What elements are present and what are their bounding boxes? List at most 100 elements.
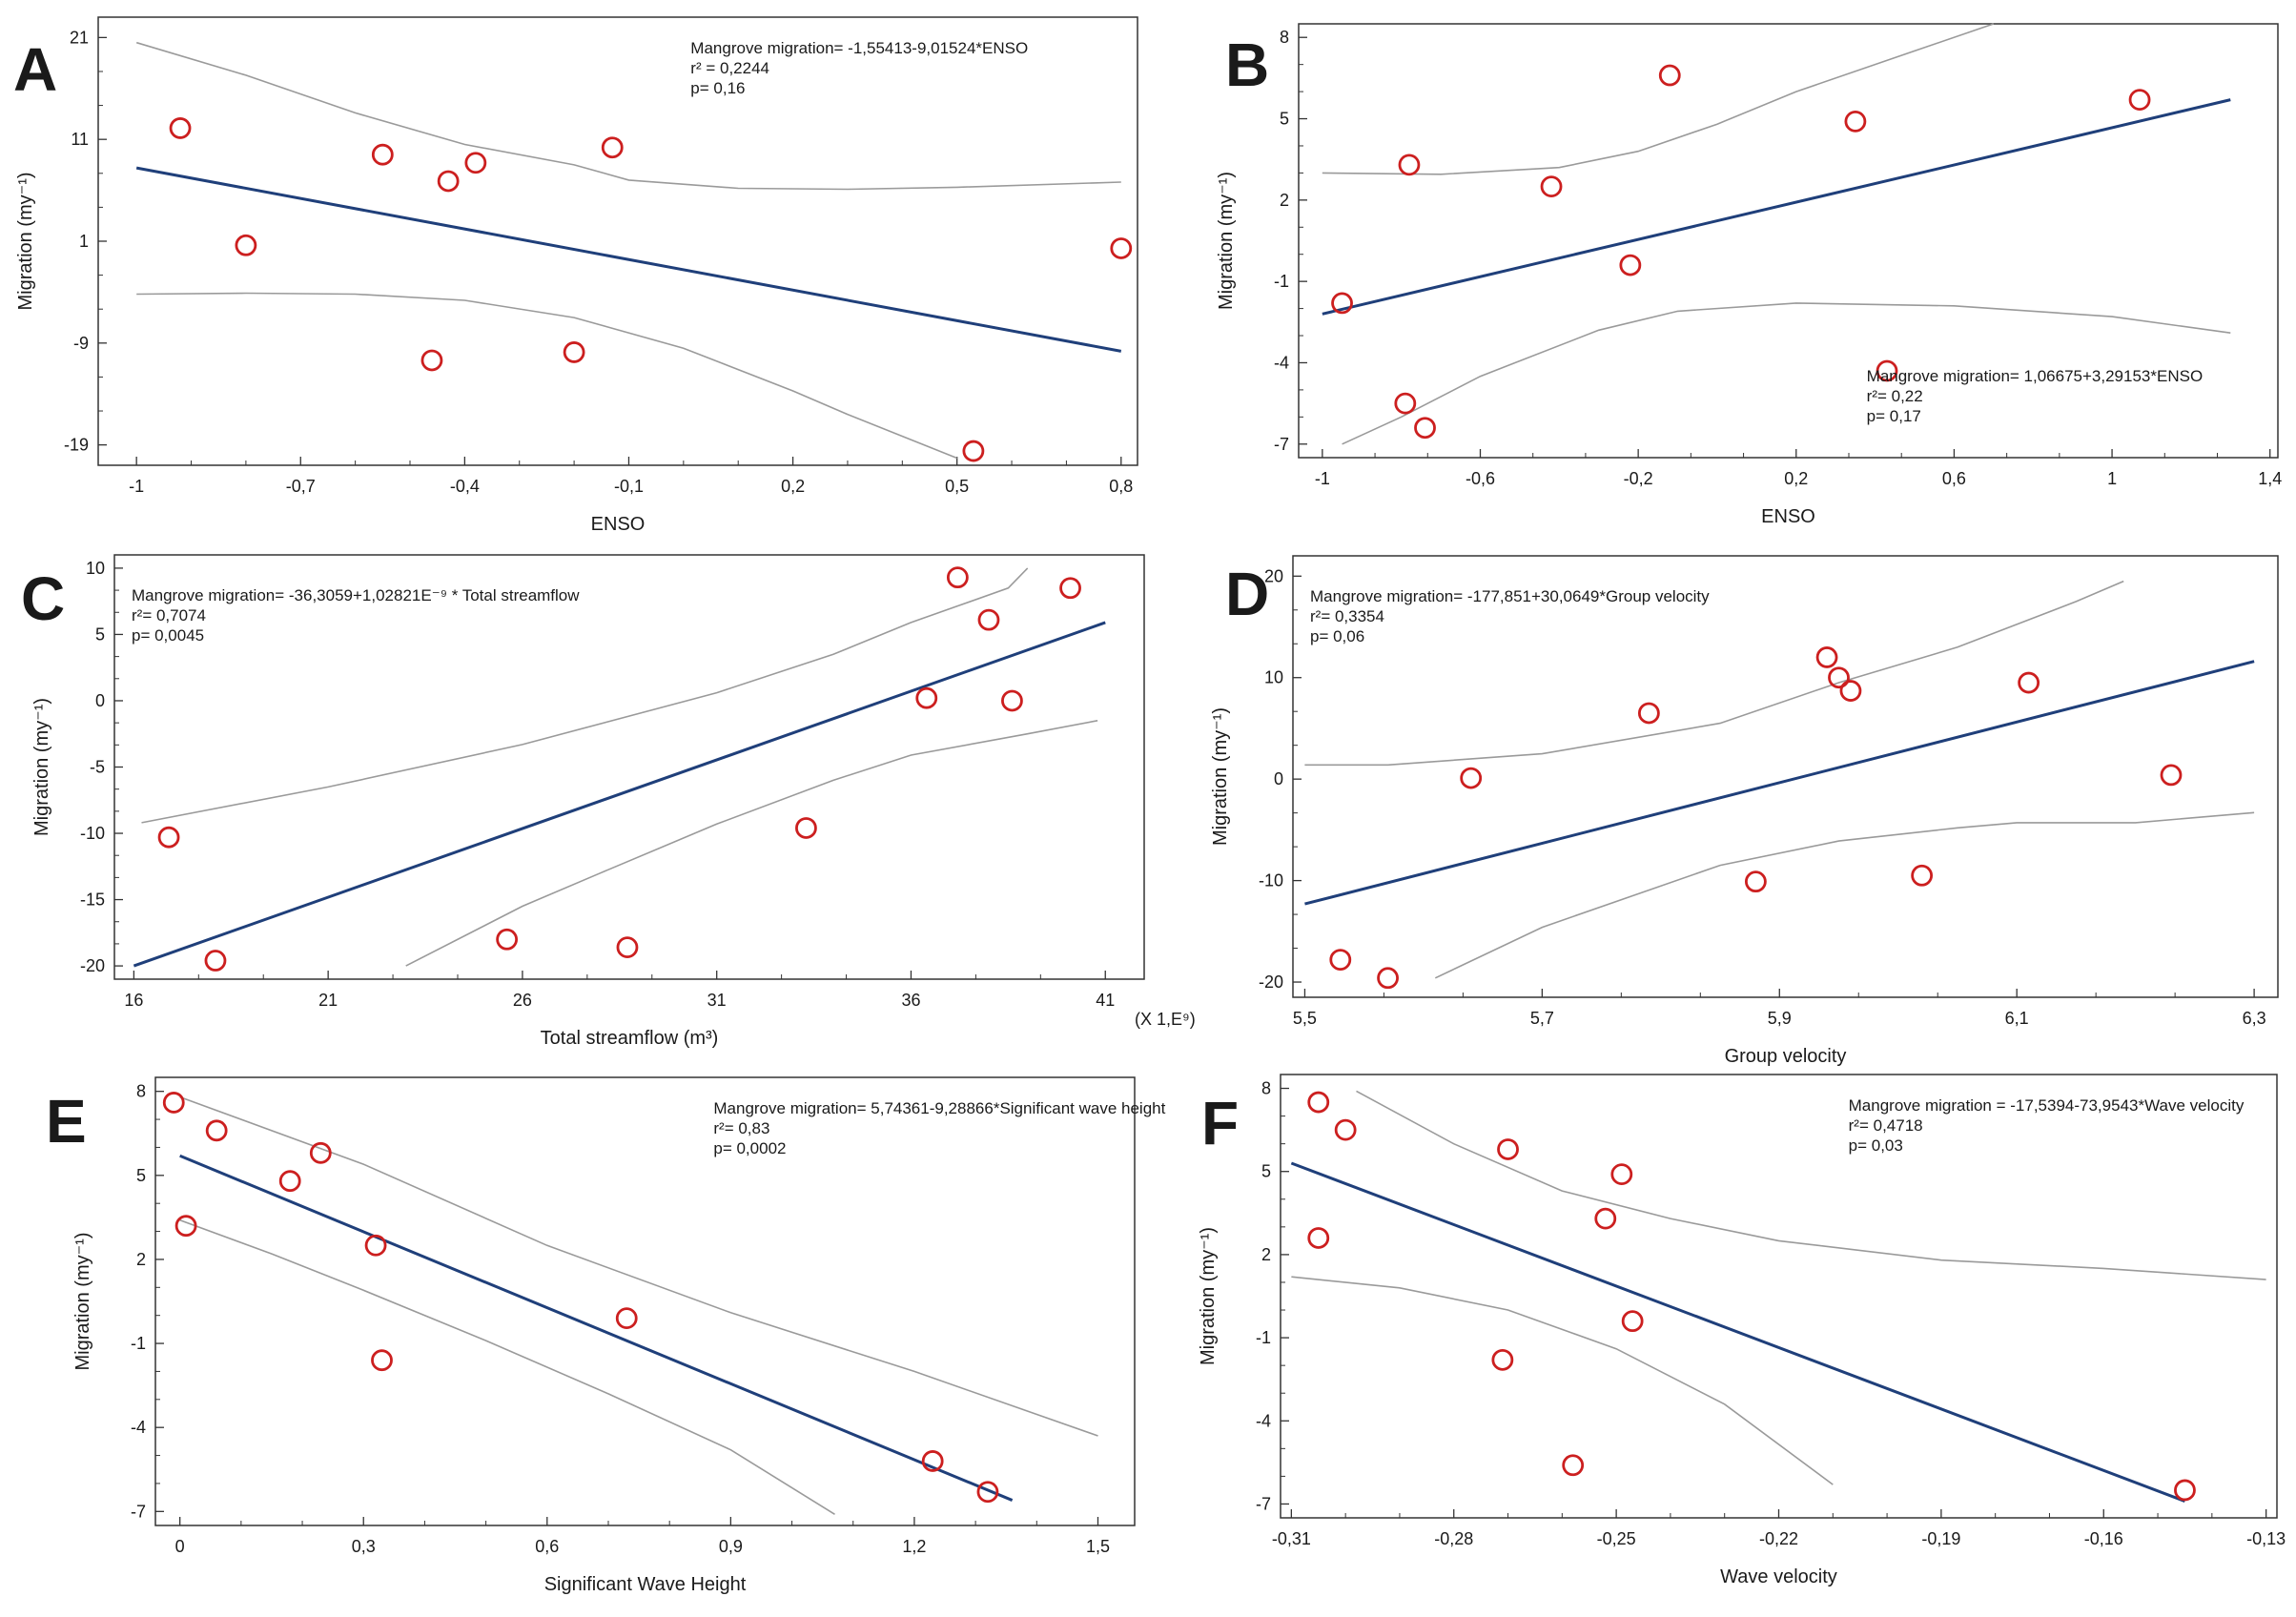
confidence-band-upper	[1304, 580, 2124, 767]
y-tick-label: 1	[79, 232, 89, 251]
plot-frame	[154, 1076, 1136, 1526]
x-tick-label: -0,7	[286, 477, 316, 496]
data-point	[1594, 1207, 1617, 1230]
regression-equation: Mangrove migration= 1,06675+3,29153*ENSO	[1867, 367, 2204, 385]
data-point	[615, 1307, 638, 1330]
y-tick-label: 20	[1264, 566, 1283, 585]
panel-letter: C	[21, 564, 65, 633]
x-tick-label: -1	[129, 477, 144, 496]
x-axis-multiplier: (X 1,E⁹)	[1135, 1010, 1196, 1029]
regression-equation: Mangrove migration = -17,5394-73,9543*Wa…	[1849, 1096, 2245, 1115]
y-tick-label: 11	[71, 130, 89, 149]
data-point	[1744, 870, 1767, 893]
x-tick-label: -0,28	[1434, 1529, 1473, 1548]
r-squared: r²= 0,3354	[1310, 607, 1384, 625]
data-point	[1562, 1454, 1585, 1477]
data-point	[1637, 702, 1660, 725]
plot-frame	[113, 554, 1145, 980]
plot-frame	[1298, 23, 2279, 459]
y-tick-label: -1	[131, 1334, 146, 1353]
plot-frame	[1292, 555, 2279, 998]
confidence-band-upper	[141, 567, 1029, 824]
x-tick-label: 6,1	[2005, 1009, 2029, 1028]
data-point	[496, 928, 519, 951]
x-axis-title: Significant Wave Height	[544, 1574, 747, 1595]
data-point	[601, 136, 624, 159]
panel-letter: D	[1225, 560, 1269, 628]
p-value: p= 0,0002	[713, 1139, 786, 1157]
x-axis-title: Group velocity	[1725, 1046, 1847, 1067]
data-point	[174, 1215, 197, 1238]
x-tick-label: -1	[1315, 469, 1330, 488]
x-tick-label: -0,6	[1466, 469, 1495, 488]
data-point	[1844, 110, 1867, 133]
x-tick-label: 0,9	[719, 1537, 743, 1556]
data-point	[1911, 864, 1934, 887]
confidence-band-upper	[1322, 23, 1995, 175]
data-point	[1610, 1163, 1633, 1186]
regression-line	[135, 166, 1122, 353]
y-tick-label: -4	[131, 1418, 146, 1437]
regression-line	[179, 1154, 1014, 1502]
y-axis-title: Migration (my⁻¹)	[1216, 172, 1237, 310]
y-tick-label: 5	[1280, 110, 1289, 129]
y-tick-label: -9	[73, 334, 89, 353]
data-point	[1839, 680, 1862, 702]
p-value: p= 0,0045	[132, 626, 204, 645]
x-tick-label: -0,16	[2084, 1529, 2123, 1548]
x-tick-label: 31	[707, 991, 727, 1010]
p-value: p= 0,03	[1849, 1136, 1903, 1155]
regression-equation: Mangrove migration= -36,3059+1,02821E⁻⁹ …	[132, 586, 580, 604]
data-point	[371, 1349, 393, 1372]
x-tick-label: 5,7	[1530, 1009, 1554, 1028]
data-point	[464, 152, 487, 174]
data-point	[1497, 1138, 1519, 1160]
r-squared: r²= 0,7074	[132, 606, 206, 624]
y-tick-label: 21	[70, 28, 89, 47]
x-tick-label: -0,1	[614, 477, 644, 496]
x-tick-label: -0,25	[1597, 1529, 1636, 1548]
x-tick-label: -0,13	[2246, 1529, 2286, 1548]
data-point	[1619, 254, 1642, 276]
x-axis-title: Wave velocity	[1720, 1566, 1837, 1587]
x-tick-label: 16	[124, 991, 143, 1010]
panel-letter: F	[1201, 1089, 1239, 1157]
x-tick-label: 0,6	[535, 1537, 559, 1556]
data-point	[2174, 1479, 2196, 1502]
plot-frame	[1280, 1074, 2278, 1519]
x-tick-label: 36	[901, 991, 920, 1010]
data-point	[1815, 646, 1838, 668]
data-point	[962, 440, 985, 462]
confidence-band-lower	[1342, 302, 2231, 445]
panel-letter: B	[1225, 31, 1269, 99]
x-tick-label: 1,2	[902, 1537, 926, 1556]
panel-letter: E	[46, 1087, 87, 1156]
x-tick-label: 0,5	[945, 477, 969, 496]
y-tick-label: 5	[136, 1166, 146, 1185]
data-point	[946, 566, 969, 589]
x-tick-label: 0,2	[781, 477, 805, 496]
y-tick-label: -7	[1256, 1494, 1271, 1513]
data-point	[157, 826, 180, 849]
data-point	[1414, 417, 1436, 440]
y-tick-label: -15	[80, 890, 105, 910]
y-tick-label: -4	[1274, 353, 1289, 372]
data-point	[1491, 1348, 1514, 1371]
x-tick-label: 6,3	[2243, 1009, 2266, 1028]
y-axis-title: Migration (my⁻¹)	[31, 698, 52, 836]
p-value: p= 0,06	[1310, 627, 1364, 645]
regression-line	[133, 621, 1106, 968]
y-tick-label: -4	[1256, 1411, 1271, 1430]
x-tick-label: -0,22	[1759, 1529, 1798, 1548]
data-point	[205, 1119, 228, 1142]
confidence-band-upper	[179, 1095, 1098, 1437]
y-tick-label: 5	[95, 624, 105, 644]
regression-line	[1304, 660, 2255, 906]
x-tick-label: -0,2	[1624, 469, 1653, 488]
y-tick-label: -20	[80, 956, 105, 975]
y-tick-label: 2	[1261, 1245, 1271, 1264]
x-tick-label: 26	[513, 991, 532, 1010]
data-point	[915, 686, 938, 709]
confidence-band-upper	[1356, 1090, 2266, 1280]
x-tick-label: 0	[175, 1537, 185, 1556]
